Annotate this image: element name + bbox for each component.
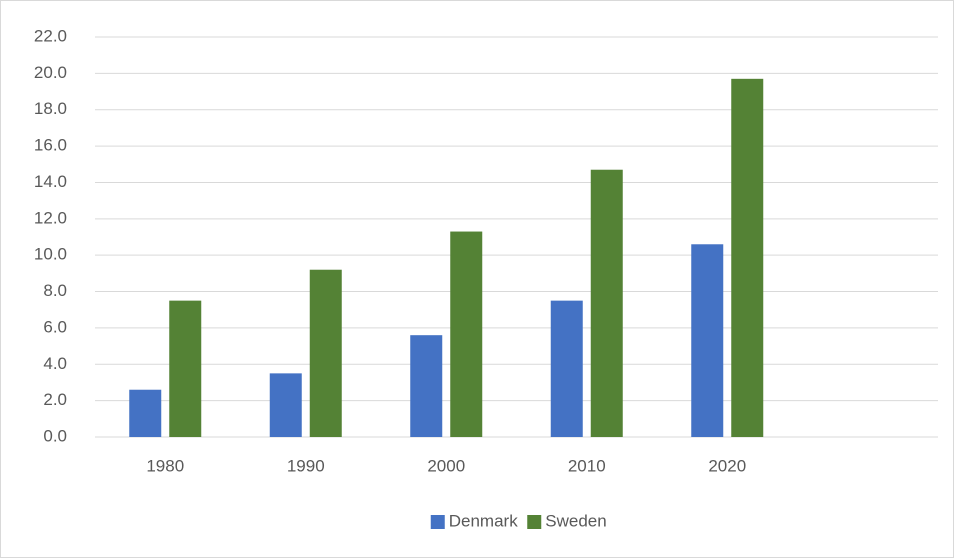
bar	[169, 300, 202, 437]
y-tick-label: 14.0	[34, 172, 67, 191]
x-tick-label: 1990	[287, 456, 325, 475]
y-tick-label: 0.0	[43, 426, 67, 445]
legend-swatch	[430, 515, 445, 529]
legend-label: Sweden	[545, 511, 606, 530]
bar	[450, 231, 483, 437]
x-tick-label: 2000	[427, 456, 465, 475]
x-tick-label: 2020	[708, 456, 746, 475]
bar	[410, 335, 443, 437]
y-tick-label: 20.0	[34, 63, 67, 82]
bar	[269, 373, 302, 437]
y-tick-label: 8.0	[43, 281, 67, 300]
bar	[691, 244, 724, 437]
y-tick-label: 4.0	[43, 354, 67, 373]
y-tick-label: 22.0	[34, 26, 67, 45]
legend-swatch	[527, 515, 542, 529]
bar	[550, 300, 583, 437]
x-tick-label: 1980	[146, 456, 184, 475]
x-tick-label: 2010	[568, 456, 606, 475]
y-tick-label: 16.0	[34, 136, 67, 155]
y-tick-label: 10.0	[34, 245, 67, 264]
y-tick-label: 2.0	[43, 390, 67, 409]
y-tick-label: 6.0	[43, 317, 67, 336]
y-tick-label: 18.0	[34, 99, 67, 118]
bar	[590, 169, 623, 437]
legend-label: Denmark	[449, 511, 518, 530]
y-tick-label: 12.0	[34, 208, 67, 227]
bar	[129, 389, 162, 437]
bar	[309, 269, 342, 437]
bar	[731, 78, 764, 438]
